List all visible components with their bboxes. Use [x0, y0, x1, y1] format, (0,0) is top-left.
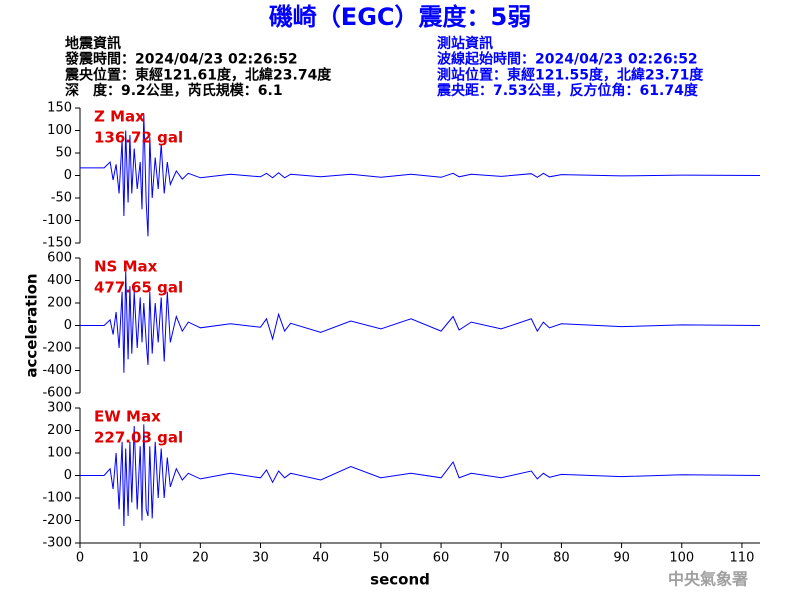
x-tick-label: 50: [373, 551, 390, 566]
y-tick-label: -150: [42, 236, 72, 251]
waveform: [80, 424, 761, 527]
y-tick-label: 600: [47, 251, 72, 266]
y-axis-label: acceleration: [23, 273, 41, 377]
y-tick-label: 0: [64, 168, 72, 183]
y-tick-label: -400: [42, 363, 72, 378]
x-tick-label: 60: [433, 551, 450, 566]
x-tick-label: 100: [669, 551, 694, 566]
y-tick-label: 0: [64, 318, 72, 333]
y-tick-label: 300: [47, 401, 72, 416]
header-right: 測站資訊: [437, 35, 493, 52]
header-right: 震央距：7.53公里，反方位角：61.74度: [436, 82, 699, 99]
y-tick-label: 50: [55, 146, 72, 161]
y-tick-label: -600: [42, 386, 72, 401]
header-right: 波線起始時間：2024/04/23 02:26:52: [437, 51, 698, 68]
y-tick-label: 150: [47, 101, 72, 116]
title: 磯崎（EGC）震度：5弱: [269, 3, 531, 31]
x-tick-label: 10: [132, 551, 149, 566]
header-right: 測站位置：東經121.55度，北緯23.71度: [437, 66, 704, 83]
max-annotation: EW Max: [94, 408, 161, 426]
y-tick-label: 100: [47, 123, 72, 138]
y-tick-label: -200: [42, 341, 72, 356]
x-tick-label: 30: [252, 551, 269, 566]
x-tick-label: 70: [493, 551, 510, 566]
max-annotation: 136.72 gal: [94, 129, 183, 147]
footer: 中央氣象署: [668, 570, 748, 589]
y-tick-label: -100: [42, 491, 72, 506]
x-tick-label: 110: [730, 551, 755, 566]
y-tick-label: -50: [51, 191, 72, 206]
header-left: 地震資訊: [65, 35, 121, 52]
x-tick-label: 90: [613, 551, 630, 566]
waveform: [80, 113, 761, 237]
header-left: 發震時間：2024/04/23 02:26:52: [64, 51, 298, 68]
max-annotation: Z Max: [94, 108, 145, 126]
y-tick-label: 400: [47, 273, 72, 288]
y-tick-label: -100: [42, 213, 72, 228]
x-tick-label: 0: [76, 551, 84, 566]
x-tick-label: 80: [553, 551, 570, 566]
y-tick-label: 0: [64, 468, 72, 483]
y-tick-label: -300: [42, 536, 72, 551]
max-annotation: 227.03 gal: [94, 429, 183, 447]
header-left: 震央位置：東經121.61度，北緯23.74度: [64, 66, 332, 83]
y-tick-label: 200: [47, 296, 72, 311]
x-tick-label: 20: [192, 551, 209, 566]
max-annotation: NS Max: [94, 258, 158, 276]
max-annotation: 477.65 gal: [94, 279, 183, 297]
y-tick-label: -200: [42, 513, 72, 528]
x-tick-label: 40: [312, 551, 329, 566]
y-tick-label: 200: [47, 423, 72, 438]
y-tick-label: 100: [47, 446, 72, 461]
header-left: 深 度：9.2公里，芮氏規模：6.1: [65, 82, 283, 99]
x-axis-label: second: [370, 571, 430, 589]
waveform: [80, 271, 761, 373]
